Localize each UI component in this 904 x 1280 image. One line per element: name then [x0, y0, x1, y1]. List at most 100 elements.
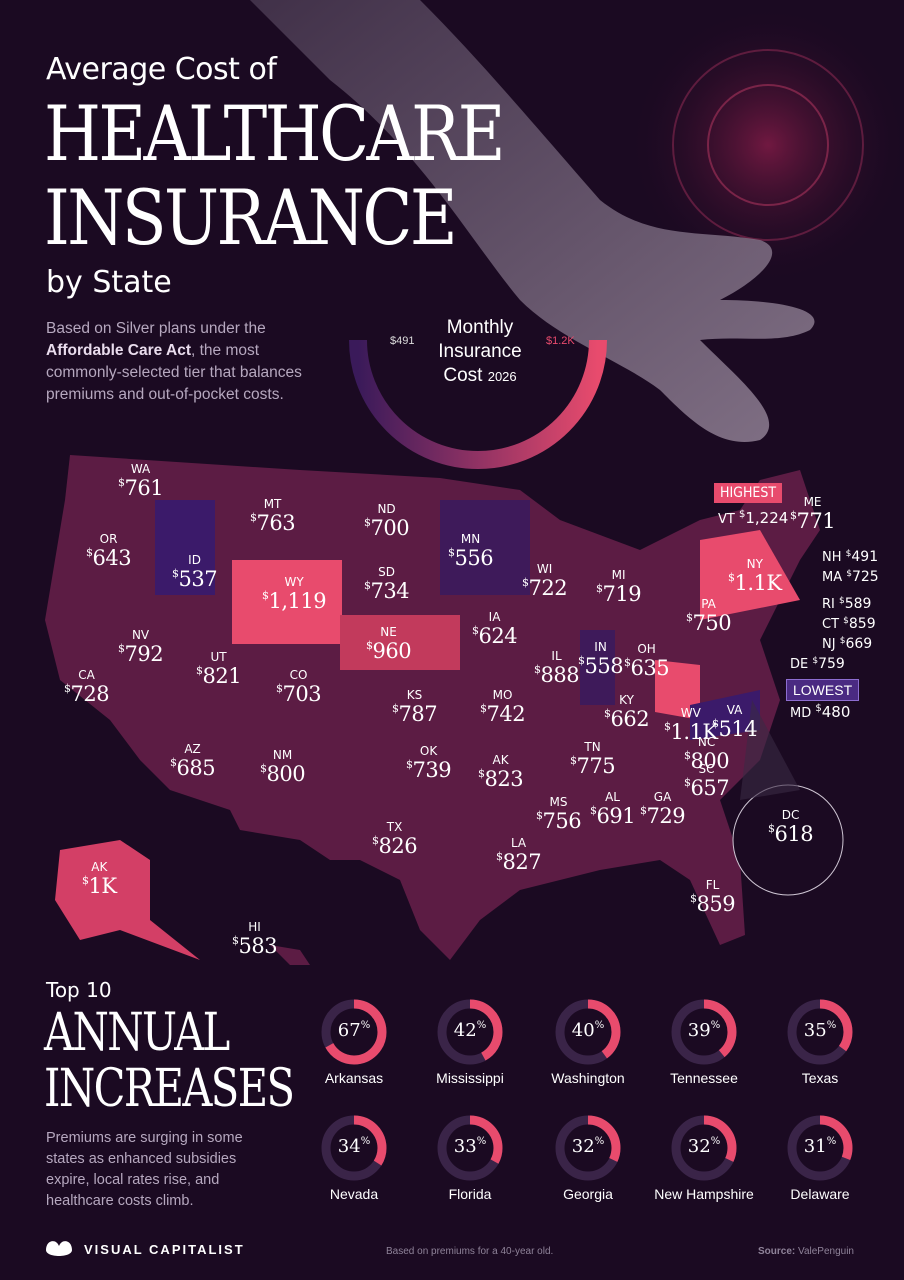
donut-percent: 67%	[337, 1020, 371, 1041]
state-shape-wv	[655, 660, 700, 720]
state-code: HI	[248, 920, 261, 934]
state-label-tn: TN $775	[570, 740, 616, 778]
state-value: $728	[64, 682, 110, 706]
state-code: CO	[289, 668, 308, 682]
state-code: NE	[380, 625, 397, 639]
brand-name: VISUAL CAPITALIST	[84, 1242, 245, 1257]
state-value: $1,119	[262, 589, 327, 613]
state-value: $1.1K	[728, 571, 782, 595]
gauge-min: $491	[390, 335, 415, 347]
state-label-oh: OH $635	[624, 642, 670, 680]
donut-nevada: 34% Nevada	[294, 1112, 414, 1204]
state-label-mn: MN $556	[448, 532, 494, 570]
donut-state: Texas	[801, 1070, 839, 1086]
top10-title-2: INCREASES	[44, 1059, 295, 1119]
state-code: ID	[188, 553, 201, 567]
donut-ring	[671, 999, 737, 1065]
state-value: $821	[196, 664, 242, 688]
state-code: MN	[460, 532, 481, 546]
donut-ring	[555, 999, 621, 1065]
state-value: $800	[684, 749, 730, 773]
state-label-nh: NH $491	[822, 549, 879, 565]
state-code: DC	[781, 808, 800, 822]
state-label-ia: IA $624	[472, 610, 518, 648]
state-value: $775	[570, 754, 616, 778]
donut-fill	[321, 1115, 387, 1181]
state-value: $719	[596, 582, 642, 606]
state-code: ME	[803, 495, 822, 509]
highest-state: VT $1,224	[718, 509, 789, 527]
state-label-ak: AK $1K	[82, 860, 117, 898]
state-label-wy: WY $1,119	[262, 575, 327, 613]
state-value: $739	[406, 758, 452, 782]
donut-fill	[437, 999, 503, 1065]
state-shape-va	[690, 690, 760, 740]
state-code: MT	[263, 497, 282, 511]
state-shape-ny	[700, 530, 800, 620]
top10-label: Top 10	[46, 978, 112, 1002]
state-label-wa: WA $761	[118, 462, 164, 500]
state-label-in: IN $558	[578, 640, 624, 678]
state-code: AL	[605, 790, 620, 804]
state-code: OH	[637, 642, 656, 656]
donut-percent: 34%	[337, 1136, 371, 1157]
state-label-nm: NM $800	[260, 748, 306, 786]
donut-percent: 35%	[803, 1020, 837, 1041]
state-value: $792	[118, 642, 164, 666]
state-value: $643	[86, 546, 132, 570]
state-label-co: CO $703	[276, 668, 322, 706]
donut-ring	[321, 1115, 387, 1181]
state-value: $558	[578, 654, 624, 678]
donut-fill	[555, 1115, 621, 1181]
state-value: $800	[260, 762, 306, 786]
state-label-nj: NJ $669	[822, 636, 873, 652]
donut-percent: 31%	[803, 1136, 837, 1157]
state-value: $537	[172, 567, 218, 591]
donut-fill	[787, 1115, 853, 1181]
state-label-wi: WI $722	[522, 562, 568, 600]
state-value: $700	[364, 516, 410, 540]
state-label-ok: OK $739	[406, 744, 452, 782]
state-value: $827	[496, 850, 542, 874]
state-value: $771	[790, 509, 836, 533]
state-label-mi: MI $719	[596, 568, 642, 606]
brand-logo-icon	[46, 1241, 72, 1256]
donut-ring	[321, 999, 387, 1065]
donut-percent: 33%	[453, 1136, 487, 1157]
state-code: KY	[619, 693, 634, 707]
state-label-ny: NY $1.1K	[728, 557, 782, 595]
state-label-il: IL $888	[534, 649, 580, 687]
state-code: MI	[611, 568, 626, 582]
description: Based on Silver plans under the Affordab…	[46, 320, 302, 403]
donut-delaware: 31% Delaware	[760, 1112, 880, 1204]
state-value: $729	[640, 804, 686, 828]
state-label-id: ID $537	[172, 553, 218, 591]
state-code: IA	[488, 610, 501, 624]
state-value: $662	[604, 707, 650, 731]
state-label-fl: FL $859	[690, 878, 736, 916]
donut-mississippi: 42% Mississippi	[410, 996, 530, 1088]
alaska-shape	[55, 840, 200, 960]
state-code: NC	[697, 735, 716, 749]
cross-ring	[672, 49, 864, 241]
state-label-va: VA $514	[712, 703, 758, 741]
state-label-pa: PA $750	[686, 597, 732, 635]
state-value: $583	[232, 934, 278, 958]
state-code: OR	[99, 532, 118, 546]
donut-fill	[671, 1115, 737, 1181]
donut-ring	[555, 1115, 621, 1181]
state-label-de: DE $759	[790, 656, 845, 672]
state-label-la: LA $827	[496, 836, 542, 874]
state-code: TN	[584, 740, 601, 754]
cross-glow	[628, 5, 904, 285]
state-value: $703	[276, 682, 322, 706]
state-label-ms: MS $756	[536, 795, 582, 833]
donut-state: Arkansas	[324, 1070, 384, 1086]
state-value: $657	[684, 776, 730, 800]
state-code: WA	[130, 462, 151, 476]
donut-state: Delaware	[790, 1186, 850, 1202]
donut-fill	[555, 999, 621, 1065]
state-code: NY	[746, 557, 763, 571]
donut-fill	[671, 999, 737, 1065]
